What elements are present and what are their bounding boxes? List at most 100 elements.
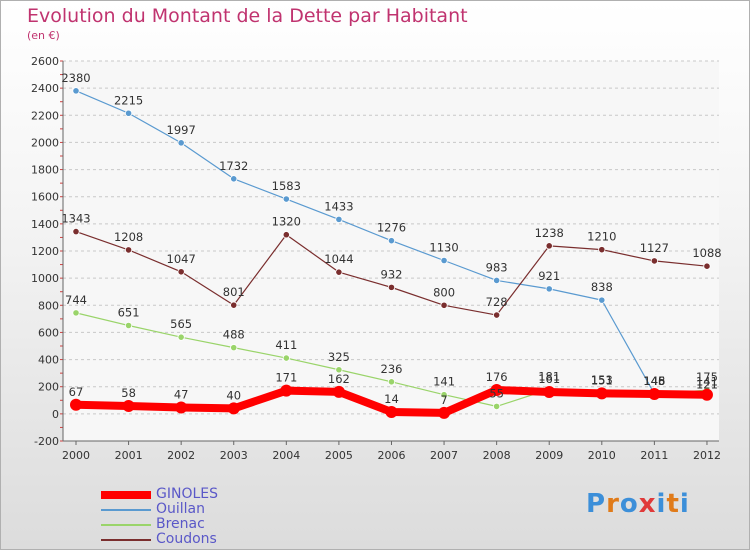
data-label-brenac: 175	[696, 370, 718, 384]
y-tick-label: 2400	[31, 82, 59, 95]
y-tick-label: 1000	[31, 272, 59, 285]
data-point-ginoles	[227, 402, 240, 415]
data-point-brenac	[230, 344, 238, 352]
data-label-ginoles: 176	[486, 370, 508, 384]
axes: -200 0 200 400 600 800 1000 1200 1400 1600 1800 200…	[31, 55, 721, 462]
logo-letter: P	[586, 489, 607, 519]
legend-swatch	[101, 524, 151, 526]
data-point-ouillan	[124, 109, 133, 117]
logo-letter: r	[606, 489, 620, 519]
proxiti-logo: Proxiti	[586, 489, 690, 519]
data-label-coudons: 800	[433, 285, 455, 299]
logo-letter: o	[619, 489, 639, 519]
data-label-ginoles: 171	[275, 371, 297, 385]
data-point-ouillan	[230, 175, 238, 183]
data-point-ouillan	[545, 285, 553, 293]
data-point-ginoles	[648, 388, 661, 401]
y-tick-label: 1600	[31, 191, 59, 204]
x-tick-label: 2003	[220, 449, 248, 462]
data-point-ginoles	[490, 383, 503, 396]
legend-label: Brenac	[156, 516, 205, 532]
data-label-brenac: 236	[381, 362, 403, 376]
y-tick-label: 2000	[31, 136, 59, 149]
x-tick-label: 2009	[535, 449, 563, 462]
data-point-ginoles	[438, 406, 451, 419]
y-tick-label: 2200	[31, 109, 59, 122]
x-tick-label: 2000	[62, 449, 90, 462]
y-tick-label: 600	[38, 326, 59, 339]
data-point-coudons	[72, 227, 80, 236]
data-label-ouillan: 1130	[429, 241, 458, 255]
data-label-ouillan: 1583	[272, 179, 301, 193]
data-label-ouillan: 921	[538, 269, 560, 283]
x-tick-label: 2002	[167, 449, 195, 462]
data-point-ginoles	[280, 384, 293, 397]
data-point-brenac	[335, 366, 343, 374]
data-label-ginoles: 146	[643, 374, 665, 388]
data-point-brenac	[282, 354, 290, 362]
data-label-coudons: 932	[381, 267, 403, 281]
y-tick-label: 1400	[31, 218, 59, 231]
data-label-coudons: 801	[223, 285, 245, 299]
data-point-ginoles	[700, 388, 713, 401]
y-tick-label: -200	[34, 435, 59, 448]
data-point-coudons	[124, 246, 133, 254]
data-label-ginoles: 151	[591, 373, 613, 387]
data-point-coudons	[387, 283, 396, 291]
legend-label: Coudons	[156, 531, 217, 547]
data-label-coudons: 1047	[167, 252, 196, 266]
data-point-ginoles	[122, 399, 135, 412]
data-label-coudons: 1238	[535, 226, 564, 240]
data-point-coudons	[598, 246, 606, 254]
data-point-ouillan	[72, 87, 80, 95]
x-tick-label: 2008	[483, 449, 511, 462]
data-label-ginoles: 161	[538, 372, 560, 386]
data-label-ginoles: 7	[440, 393, 447, 407]
data-point-brenac	[493, 402, 501, 410]
x-tick-label: 2001	[115, 449, 143, 462]
legend-label: GINOLES	[156, 486, 219, 502]
data-point-ginoles	[595, 387, 608, 400]
data-point-ouillan	[177, 139, 185, 147]
data-label-ouillan: 2215	[114, 93, 143, 107]
data-label-brenac: 55	[489, 386, 504, 400]
data-label-brenac: 488	[223, 328, 245, 342]
logo-letter: x	[638, 489, 657, 519]
data-label-brenac: 181	[538, 369, 560, 383]
x-tick-label: 2011	[640, 449, 668, 462]
data-label-coudons: 1088	[692, 246, 721, 260]
data-label-coudons: 1210	[587, 230, 616, 244]
data-point-coudons	[440, 301, 448, 309]
x-tick-label: 2005	[325, 449, 353, 462]
y-tick-label: 400	[38, 354, 59, 367]
y-tick-label: 1800	[31, 164, 59, 177]
data-point-ginoles	[175, 401, 188, 414]
data-label-brenac: 411	[275, 338, 297, 352]
data-label-brenac: 325	[328, 350, 350, 364]
data-point-ouillan	[387, 237, 396, 245]
data-point-ouillan	[282, 195, 290, 203]
y-tick-label: 2600	[31, 55, 59, 68]
x-tick-label: 2006	[377, 449, 405, 462]
data-label-ouillan: 838	[591, 280, 613, 294]
data-point-brenac	[124, 321, 133, 330]
y-tick-label: 1200	[31, 245, 59, 258]
data-label-coudons: 1320	[272, 215, 301, 229]
data-point-coudons	[282, 231, 290, 239]
data-label-ginoles: 67	[69, 385, 84, 399]
chart-subtitle: (en €)	[27, 29, 60, 42]
data-label-coudons: 1343	[61, 212, 90, 226]
chart-title: Evolution du Montant de la Dette par Hab…	[27, 5, 468, 27]
data-point-coudons	[230, 301, 238, 309]
data-label-coudons: 1127	[640, 241, 669, 255]
data-label-coudons: 1044	[324, 252, 353, 266]
data-label-coudons: 728	[486, 295, 508, 309]
x-tick-label: 2012	[693, 449, 721, 462]
data-label-ouillan: 1433	[324, 199, 353, 213]
data-point-brenac	[387, 378, 396, 386]
logo-letter: i	[656, 489, 667, 519]
y-tick-label: 0	[52, 408, 59, 421]
logo-letter: t	[666, 489, 680, 519]
x-tick-label: 2010	[588, 449, 616, 462]
